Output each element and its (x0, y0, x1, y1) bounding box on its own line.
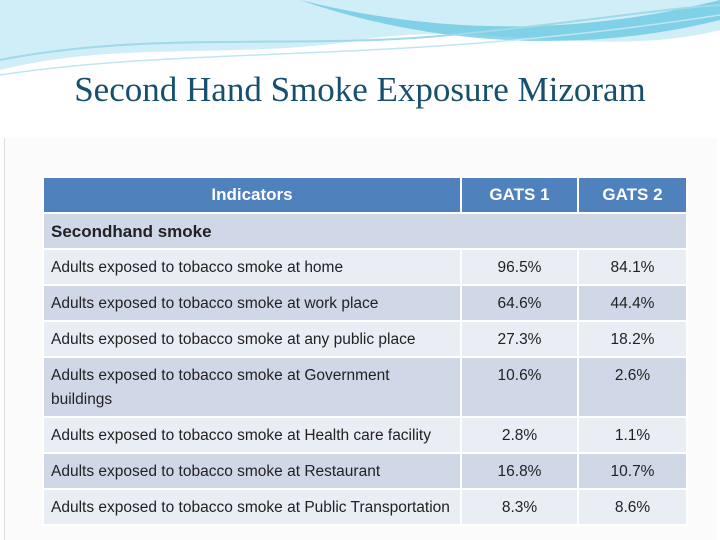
table-row: Adults exposed to tobacco smoke at work … (42, 284, 688, 322)
column-header: GATS 1 (460, 176, 579, 214)
table-row: Adults exposed to tobacco smoke at Publi… (42, 488, 688, 526)
value-cell: 96.5% (460, 248, 579, 286)
value-cell: 44.4% (577, 284, 688, 322)
indicator-cell: Adults exposed to tobacco smoke at Publi… (42, 488, 462, 526)
wave-line (0, 4, 720, 61)
wave-line (0, 14, 720, 76)
header-row: Indicators GATS 1 GATS 2 (42, 176, 688, 214)
column-header: GATS 2 (577, 176, 688, 214)
indicator-cell: Adults exposed to tobacco smoke at Healt… (42, 416, 462, 454)
slide-title: Second Hand Smoke Exposure Mizoram (74, 70, 646, 109)
indicator-cell: Adults exposed to tobacco smoke at Resta… (42, 452, 462, 490)
table-row: Adults exposed to tobacco smoke at Healt… (42, 416, 688, 454)
table-row: Adults exposed to tobacco smoke at any p… (42, 320, 688, 358)
header-decoration (0, 0, 720, 76)
data-table: Indicators GATS 1 GATS 2 Secondhand smoke A… (42, 176, 688, 526)
wave (300, 0, 720, 42)
value-cell: 84.1% (577, 248, 688, 286)
section-label: Secondhand smoke (42, 212, 688, 250)
value-cell: 18.2% (577, 320, 688, 358)
value-cell: 2.6% (577, 356, 688, 418)
value-cell: 10.7% (577, 452, 688, 490)
column-header: Indicators (42, 176, 462, 214)
value-cell: 16.8% (460, 452, 579, 490)
indicator-cell: Adults exposed to tobacco smoke at any p… (42, 320, 462, 358)
value-cell: 8.3% (460, 488, 579, 526)
table-row: Adults exposed to tobacco smoke at home 9… (42, 248, 688, 286)
value-cell: 2.8% (460, 416, 579, 454)
section-row: Secondhand smoke (42, 212, 688, 250)
table-row: Adults exposed to tobacco smoke at Gover… (42, 356, 688, 418)
indicator-cell: Adults exposed to tobacco smoke at work … (42, 284, 462, 322)
table-row: Adults exposed to tobacco smoke at Resta… (42, 452, 688, 490)
value-cell: 8.6% (577, 488, 688, 526)
indicator-cell: Adults exposed to tobacco smoke at Gover… (42, 356, 462, 418)
indicator-cell: Adults exposed to tobacco smoke at home (42, 248, 462, 286)
value-cell: 27.3% (460, 320, 579, 358)
wave (0, 0, 720, 70)
value-cell: 10.6% (460, 356, 579, 418)
value-cell: 64.6% (460, 284, 579, 322)
value-cell: 1.1% (577, 416, 688, 454)
